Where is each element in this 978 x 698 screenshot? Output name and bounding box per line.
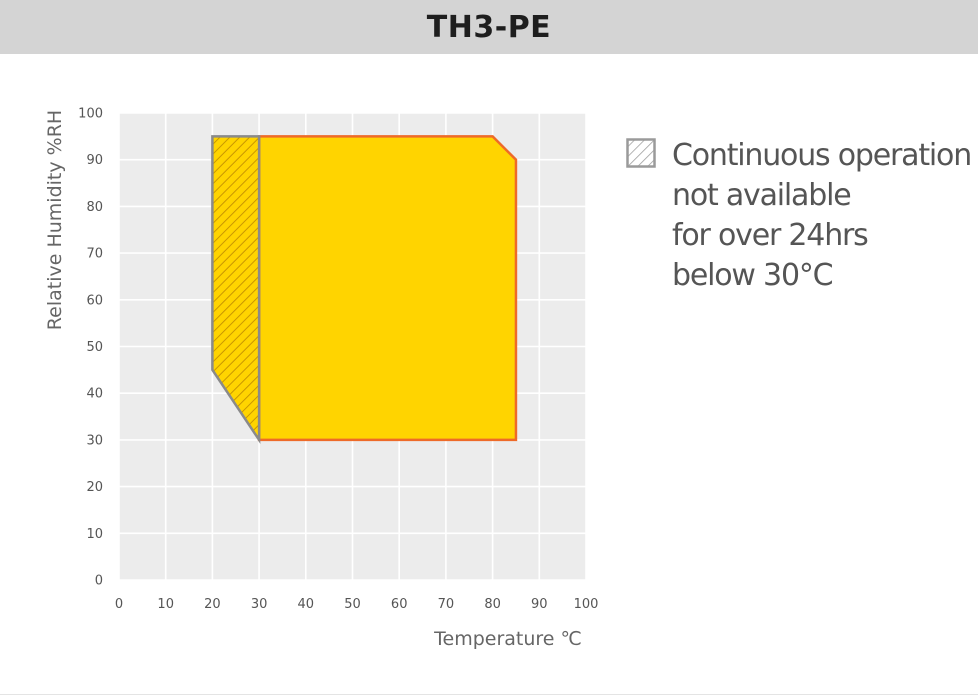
x-tick-label: 70 bbox=[438, 597, 455, 612]
x-tick-label: 50 bbox=[344, 597, 361, 612]
y-tick-label: 10 bbox=[86, 527, 103, 542]
x-tick-label: 90 bbox=[531, 597, 548, 612]
y-tick-label: 20 bbox=[86, 480, 103, 495]
legend-label: Continuous operation not available for o… bbox=[672, 136, 972, 296]
legend-line-2: not available bbox=[672, 178, 852, 213]
x-tick-label: 10 bbox=[157, 597, 174, 612]
y-tick-label: 100 bbox=[78, 107, 103, 122]
y-tick-label: 60 bbox=[86, 293, 103, 308]
legend-line-3: for over 24hrs bbox=[672, 218, 869, 253]
y-tick-label: 30 bbox=[86, 433, 103, 448]
y-axis-title: Relative Humidity %RH bbox=[44, 110, 66, 330]
operating-regions bbox=[211, 135, 518, 445]
y-tick-label: 70 bbox=[86, 247, 103, 262]
x-tick-label: 20 bbox=[204, 597, 221, 612]
x-tick-label: 60 bbox=[391, 597, 408, 612]
legend: Continuous operation not available for o… bbox=[626, 136, 972, 296]
legend-line-1: Continuous operation bbox=[672, 138, 972, 173]
y-tick-label: 50 bbox=[86, 340, 103, 355]
restricted-range-hatched-region bbox=[211, 135, 261, 445]
x-tick-label: 100 bbox=[574, 597, 599, 612]
y-tick-label: 40 bbox=[86, 387, 103, 402]
x-tick-labels: 0 10 20 30 40 50 60 70 80 90 100 bbox=[115, 597, 599, 612]
x-tick-label: 30 bbox=[251, 597, 268, 612]
x-tick-label: 80 bbox=[484, 597, 501, 612]
y-tick-labels: 0 10 20 30 40 50 60 70 80 90 100 bbox=[78, 107, 103, 589]
legend-line-4: below 30°C bbox=[672, 258, 834, 293]
operating-range-region bbox=[257, 135, 518, 442]
y-tick-label: 90 bbox=[86, 153, 103, 168]
chart-header: TH3-PE bbox=[0, 0, 978, 54]
x-tick-label: 0 bbox=[115, 597, 123, 612]
legend-hatch-swatch-icon bbox=[626, 138, 656, 168]
y-tick-label: 80 bbox=[86, 200, 103, 215]
chart-title: TH3-PE bbox=[426, 9, 552, 45]
y-tick-label: 0 bbox=[95, 574, 103, 589]
footer-divider bbox=[0, 694, 978, 695]
x-axis-title: Temperature ℃ bbox=[433, 628, 582, 650]
x-tick-label: 40 bbox=[298, 597, 315, 612]
